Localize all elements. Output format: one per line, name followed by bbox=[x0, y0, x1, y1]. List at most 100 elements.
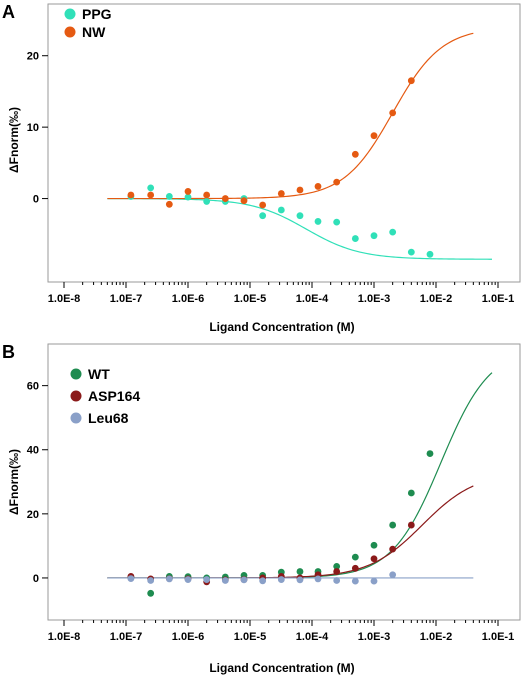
data-point-leu68 bbox=[370, 577, 378, 585]
data-point-leu68 bbox=[351, 577, 359, 585]
data-point-nw bbox=[203, 191, 211, 199]
data-point-leu68 bbox=[314, 575, 322, 583]
legend-label: PPG bbox=[82, 6, 112, 22]
data-point-ppg bbox=[407, 248, 415, 256]
x-tick-label: 1.0E-8 bbox=[48, 293, 80, 305]
x-tick-label: 1.0E-4 bbox=[296, 631, 329, 643]
data-point-nw bbox=[370, 132, 378, 140]
data-point-nw bbox=[333, 178, 341, 186]
y-tick-label: 20 bbox=[27, 509, 39, 521]
data-point-leu68 bbox=[127, 575, 135, 582]
data-point-ppg bbox=[351, 235, 359, 242]
x-tick-label: 1.0E-2 bbox=[420, 293, 452, 305]
data-point-leu68 bbox=[296, 576, 304, 584]
panel-b: B 1.0E-8 1.0E-7 1.0E-6 1.0E-5 1.0E-4 1.0E-3 1.0… bbox=[2, 342, 521, 675]
plot-frame bbox=[47, 3, 521, 283]
x-axis-title: Ligand Concentration (M) bbox=[209, 320, 354, 334]
x-tick-label: 1.0E-2 bbox=[420, 631, 452, 643]
data-point-ppg bbox=[259, 212, 267, 220]
panel-letter: A bbox=[2, 2, 15, 22]
y-tick-label: 0 bbox=[33, 573, 39, 585]
x-axis-title: Ligand Concentration (M) bbox=[209, 661, 354, 675]
fit-curve-asp164 bbox=[107, 485, 474, 579]
x-tick-label: 1.0E-1 bbox=[482, 631, 514, 643]
data-point-asp164 bbox=[407, 521, 415, 529]
legend-label: Leu68 bbox=[88, 410, 129, 426]
legend-label: NW bbox=[82, 24, 106, 40]
x-tick-label: 1.0E-1 bbox=[482, 293, 514, 305]
data-point-leu68 bbox=[240, 576, 248, 584]
data-point-leu68 bbox=[203, 576, 211, 583]
data-point-ppg bbox=[370, 232, 378, 240]
data-point-ppg bbox=[165, 193, 173, 200]
data-point-ppg bbox=[389, 228, 397, 236]
legend-marker bbox=[64, 8, 76, 20]
x-tick-label: 1.0E-3 bbox=[358, 293, 390, 305]
data-point-leu68 bbox=[389, 571, 397, 579]
plot-frame bbox=[47, 343, 521, 621]
legend-marker bbox=[70, 390, 82, 402]
data-point-nw bbox=[147, 191, 155, 199]
data-point-wt bbox=[426, 450, 434, 457]
data-point-wt bbox=[370, 541, 378, 549]
data-point-asp164 bbox=[370, 555, 378, 563]
x-tick-label: 1.0E-6 bbox=[172, 293, 204, 305]
data-point-leu68 bbox=[221, 577, 229, 584]
data-point-nw bbox=[314, 183, 322, 190]
panel-letter: B bbox=[2, 342, 15, 362]
data-point-nw bbox=[296, 186, 304, 194]
data-point-ppg bbox=[296, 212, 304, 220]
data-point-ppg bbox=[426, 250, 434, 258]
y-tick-label: 60 bbox=[27, 381, 39, 393]
data-point-ppg bbox=[147, 184, 155, 192]
data-point-asp164 bbox=[351, 564, 359, 572]
y-axis-title: ΔFnorm(‰) bbox=[7, 107, 21, 173]
data-point-wt bbox=[389, 521, 397, 529]
legend-marker bbox=[70, 368, 82, 380]
legend-marker bbox=[64, 26, 76, 38]
data-point-nw bbox=[240, 197, 248, 205]
legend-marker bbox=[70, 412, 82, 424]
data-point-leu68 bbox=[333, 577, 341, 584]
data-point-ppg bbox=[333, 218, 341, 226]
y-tick-label: 0 bbox=[33, 194, 39, 206]
data-point-nw bbox=[389, 109, 397, 117]
data-point-asp164 bbox=[389, 545, 397, 553]
data-point-ppg bbox=[203, 198, 211, 205]
data-point-asp164 bbox=[333, 568, 341, 575]
data-point-leu68 bbox=[277, 576, 285, 583]
x-tick-label: 1.0E-6 bbox=[172, 631, 204, 643]
data-point-leu68 bbox=[184, 576, 192, 583]
data-point-ppg bbox=[314, 218, 322, 225]
x-tick-label: 1.0E-7 bbox=[110, 631, 142, 643]
data-point-wt bbox=[147, 589, 155, 597]
data-point-wt bbox=[351, 553, 359, 561]
legend-label: WT bbox=[88, 366, 110, 382]
data-point-leu68 bbox=[259, 577, 267, 585]
data-point-nw bbox=[165, 200, 173, 208]
data-point-wt bbox=[333, 563, 341, 570]
data-point-nw bbox=[221, 195, 229, 202]
panel-a: A 1.0E-8 1.0E-7 1.0E-6 1.0E-5 1.0E-4 1.0E-3 1.0… bbox=[2, 2, 521, 334]
data-point-ppg bbox=[184, 193, 192, 201]
fit-curve-ppg bbox=[107, 198, 492, 260]
x-tick-label: 1.0E-8 bbox=[48, 631, 80, 643]
y-tick-label: 40 bbox=[27, 445, 39, 457]
data-point-nw bbox=[407, 77, 415, 85]
data-point-nw bbox=[277, 190, 285, 197]
data-point-leu68 bbox=[147, 577, 155, 584]
x-tick-label: 1.0E-7 bbox=[110, 293, 142, 305]
data-point-leu68 bbox=[165, 575, 173, 583]
data-point-nw bbox=[127, 191, 135, 199]
data-point-nw bbox=[259, 201, 267, 209]
data-point-wt bbox=[407, 489, 415, 497]
fit-curve-nw bbox=[107, 32, 474, 200]
data-point-wt bbox=[296, 568, 304, 575]
data-point-ppg bbox=[277, 206, 285, 214]
y-tick-label: 20 bbox=[27, 51, 39, 63]
y-axis-title: ΔFnorm(‰) bbox=[7, 449, 21, 515]
data-point-nw bbox=[351, 150, 359, 158]
y-tick-label: 10 bbox=[27, 122, 39, 134]
data-point-nw bbox=[184, 188, 192, 195]
